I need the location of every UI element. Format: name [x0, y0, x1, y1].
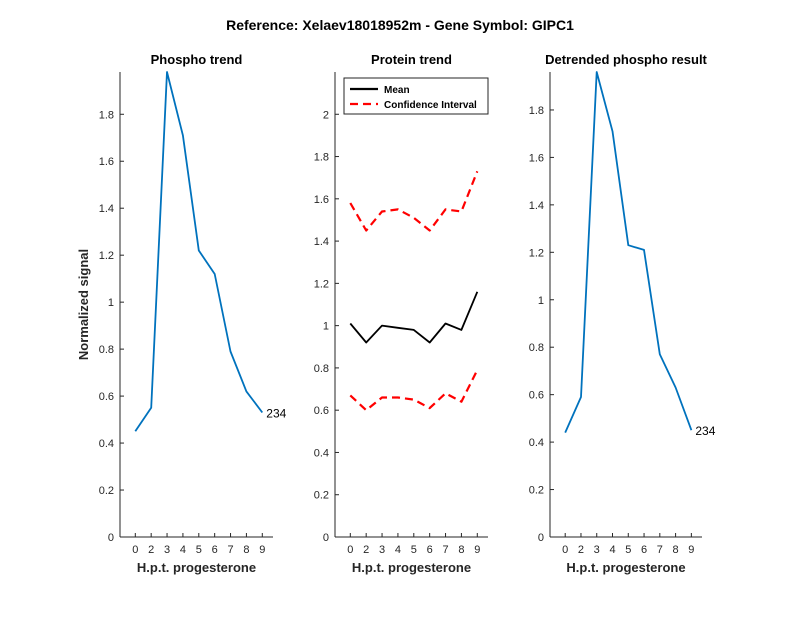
y-tick-label: 0.4 — [314, 447, 329, 459]
y-tick-label: 1.2 — [529, 247, 544, 259]
series-line-3 — [349, 369, 479, 412]
x-tick-label: 6 — [212, 544, 218, 556]
x-tick-label: 8 — [458, 544, 464, 556]
x-tick-label: 5 — [625, 544, 631, 556]
chart-panel-1: Phospho trend 0 0.2 0.4 0.6 0.8 1 1.2 1.4 1.6 1.8 0… — [76, 52, 287, 575]
y-tick-label: 1 — [108, 297, 114, 309]
x-tick-label: 7 — [657, 544, 663, 556]
y-tick-label: 1 — [538, 295, 544, 307]
y-tick-label: 1 — [323, 321, 329, 333]
y-tick-label: 1.4 — [529, 200, 544, 212]
y-tick-label: 0.6 — [314, 405, 329, 417]
y-tick-label: 0.4 — [99, 438, 114, 450]
chart-panel-3: Detrended phospho result 0 0.2 0.4 0.6 0.8 1 1.… — [529, 52, 716, 575]
y-tick-label: 0.8 — [314, 363, 329, 375]
y-tick-label: 0 — [108, 532, 114, 544]
x-tick-label: 0 — [132, 544, 138, 556]
y-tick-label: 0.2 — [529, 485, 544, 497]
chart-title: Protein trend — [371, 52, 452, 67]
x-tick-label: 2 — [363, 544, 369, 556]
y-tick-label: 0 — [323, 532, 329, 544]
y-tick-label: 1.6 — [99, 156, 114, 168]
x-tick-label: 2 — [148, 544, 154, 556]
y-tick-label: 0.8 — [529, 342, 544, 354]
y-tick-label: 0.4 — [529, 437, 544, 449]
y-tick-label: 1.6 — [529, 152, 544, 164]
y-tick-label: 0 — [538, 532, 544, 544]
x-tick-label: 3 — [379, 544, 385, 556]
y-tick-label: 0.2 — [314, 490, 329, 502]
legend-label: Confidence Interval — [384, 100, 477, 111]
x-tick-label: 9 — [474, 544, 480, 556]
series-line-1 — [134, 71, 264, 432]
chart-panels: Phospho trend 0 0.2 0.4 0.6 0.8 1 1.2 1.4 1.6 1.8 0… — [76, 52, 716, 575]
x-tick-label: 7 — [442, 544, 448, 556]
x-tick-label: 4 — [609, 544, 615, 556]
x-tick-label: 7 — [227, 544, 233, 556]
y-tick-label: 1.8 — [529, 105, 544, 117]
chart-panel-2: Protein trend 0 0.2 0.4 0.6 0.8 1 1.2 1.4 1.6 1.8 2… — [314, 52, 489, 575]
series-line-2 — [349, 170, 479, 232]
legend-box — [343, 77, 489, 115]
x-tick-label: 4 — [180, 544, 186, 556]
x-tick-label: 6 — [641, 544, 647, 556]
x-tick-label: 2 — [578, 544, 584, 556]
y-tick-label: 1.2 — [314, 278, 329, 290]
x-tick-label: 5 — [196, 544, 202, 556]
x-tick-label: 9 — [688, 544, 694, 556]
y-tick-label: 0.6 — [529, 390, 544, 402]
x-axis-label: H.p.t. progesterone — [566, 560, 685, 575]
x-tick-label: 4 — [395, 544, 401, 556]
y-tick-label: 0.8 — [99, 344, 114, 356]
x-tick-label: 8 — [243, 544, 249, 556]
legend: Mean Confidence Interval — [343, 77, 489, 115]
x-tick-label: 5 — [411, 544, 417, 556]
end-point-label: 234 — [695, 424, 715, 438]
chart-title: Phospho trend — [151, 52, 243, 67]
y-tick-label: 1.8 — [314, 152, 329, 164]
x-tick-label: 0 — [347, 544, 353, 556]
series-line-1 — [349, 291, 479, 344]
x-tick-label: 6 — [427, 544, 433, 556]
chart-title: Detrended phospho result — [545, 52, 707, 67]
y-axis-label: Normalized signal — [76, 249, 91, 360]
y-tick-label: 1.4 — [99, 203, 114, 215]
y-tick-label: 1.6 — [314, 194, 329, 206]
y-tick-label: 1.8 — [99, 109, 114, 121]
x-tick-label: 3 — [164, 544, 170, 556]
series-line-1 — [564, 71, 693, 433]
y-tick-label: 0.6 — [99, 391, 114, 403]
x-axis-label: H.p.t. progesterone — [137, 560, 256, 575]
x-tick-label: 3 — [594, 544, 600, 556]
end-point-label: 234 — [266, 407, 286, 421]
y-tick-label: 1.2 — [99, 250, 114, 262]
x-tick-label: 9 — [259, 544, 265, 556]
y-tick-label: 1.4 — [314, 236, 329, 248]
legend-label: Mean — [384, 85, 410, 96]
figure-title: Reference: Xelaev18018952m - Gene Symbol… — [226, 17, 574, 33]
y-tick-label: 2 — [323, 109, 329, 121]
y-tick-label: 0.2 — [99, 485, 114, 497]
x-tick-label: 0 — [562, 544, 568, 556]
x-axis-label: H.p.t. progesterone — [352, 560, 471, 575]
x-tick-label: 8 — [673, 544, 679, 556]
